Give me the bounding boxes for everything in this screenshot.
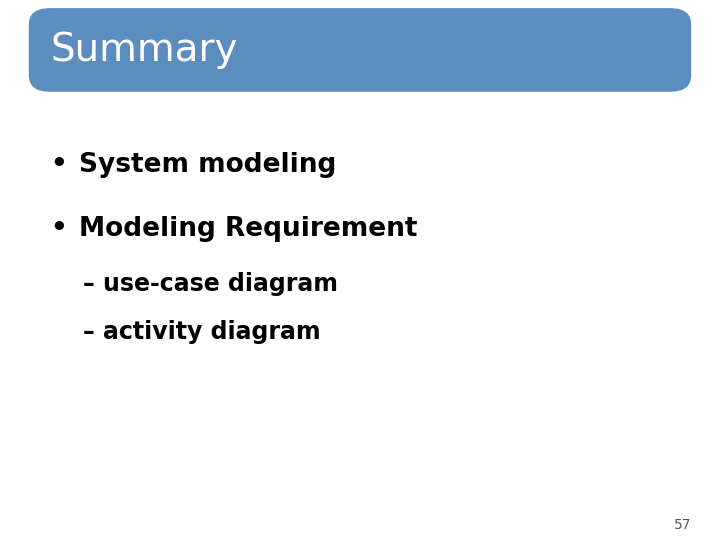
Text: 57: 57 bbox=[674, 518, 691, 532]
Text: – activity diagram: – activity diagram bbox=[83, 320, 320, 344]
Text: •: • bbox=[50, 217, 67, 242]
Text: System modeling: System modeling bbox=[79, 152, 336, 178]
Text: Modeling Requirement: Modeling Requirement bbox=[79, 217, 418, 242]
Text: •: • bbox=[50, 152, 67, 178]
Text: Summary: Summary bbox=[50, 31, 238, 69]
Text: – use-case diagram: – use-case diagram bbox=[83, 272, 338, 295]
FancyBboxPatch shape bbox=[29, 8, 691, 92]
